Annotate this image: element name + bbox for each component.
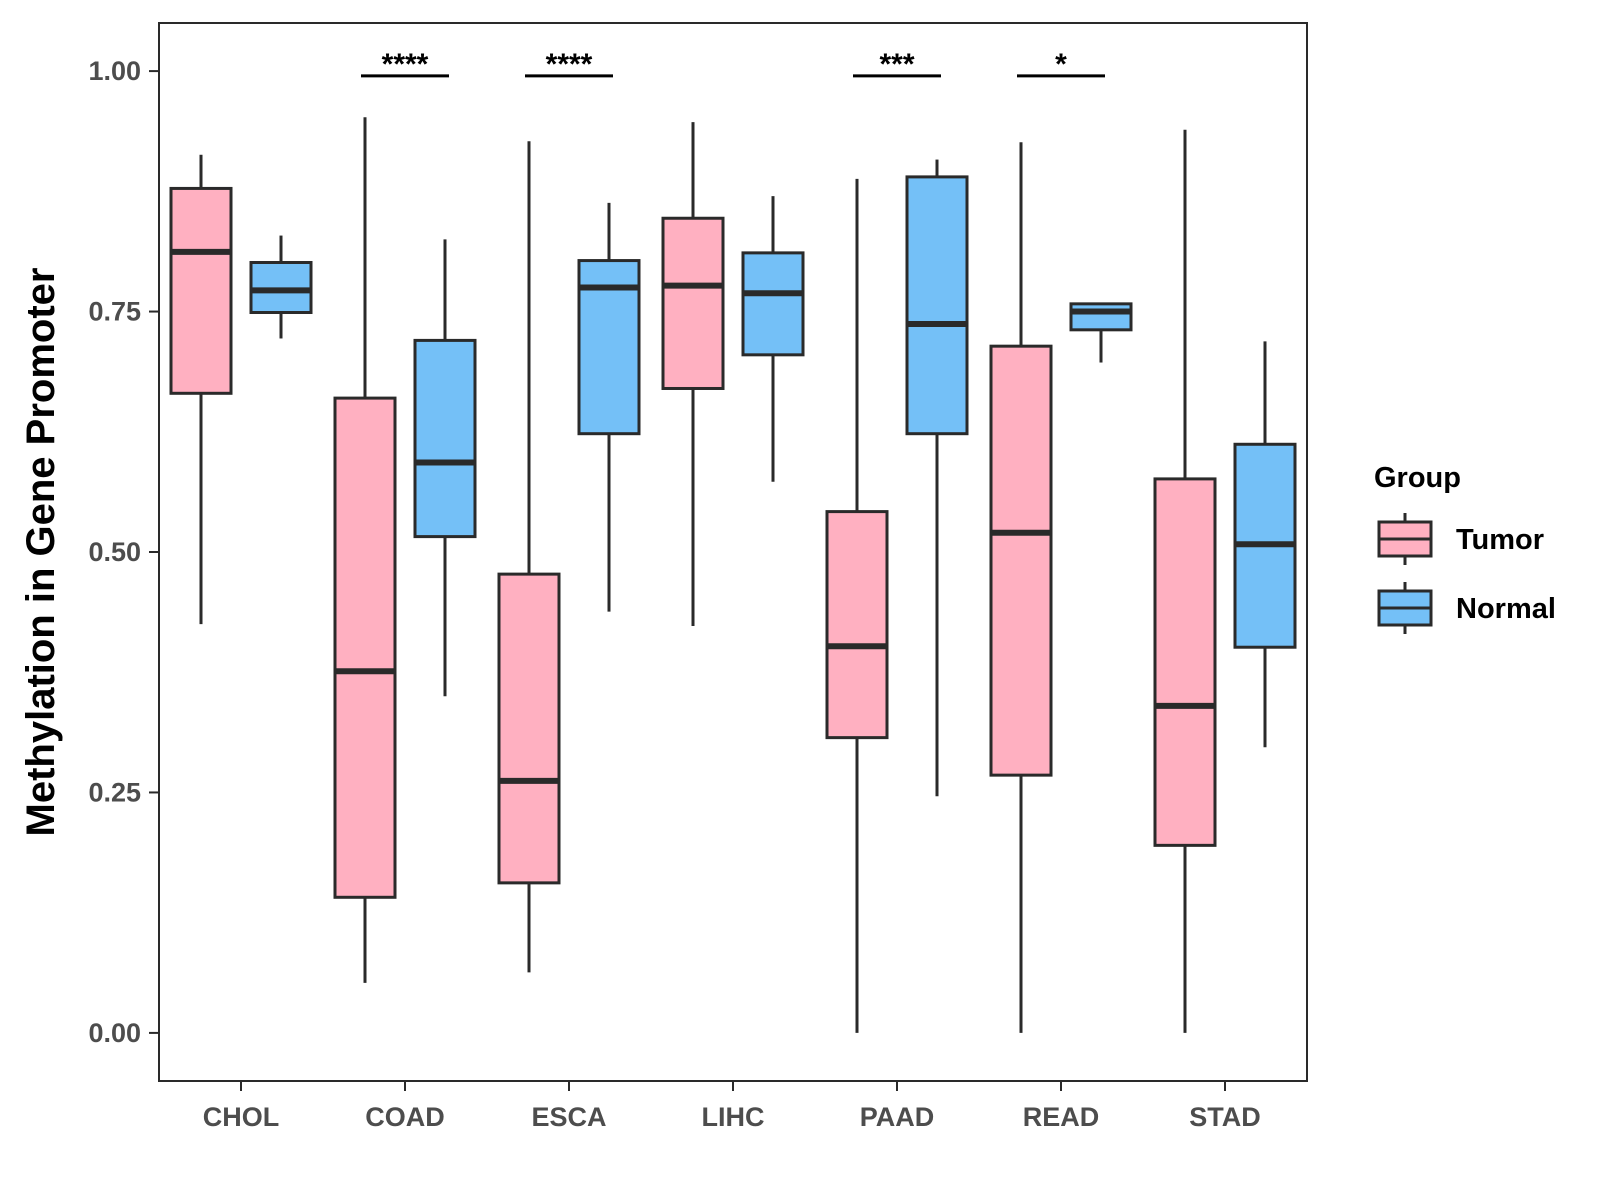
box-normal-esca [577, 202, 641, 612]
legend-label-tumor: Tumor [1456, 524, 1544, 556]
box-body [333, 396, 397, 899]
x-tick-label-coad: COAD [365, 1102, 445, 1132]
legend-title: Group [1374, 462, 1461, 494]
y-axis-title: Methylation in Gene Promoter [19, 268, 63, 837]
box-normal-lihc [741, 196, 805, 482]
box-tumor-stad [1153, 129, 1217, 1033]
plot-panel [158, 22, 1308, 1082]
box-tumor-lihc [661, 122, 725, 627]
box-body [1153, 477, 1217, 847]
y-tick-label: 0.75 [88, 297, 141, 327]
box-tumor-esca [497, 141, 561, 973]
y-axis: 0.00 0.25 0.50 0.75 1.00 [88, 56, 159, 1048]
box-body [825, 510, 889, 740]
box-body [169, 186, 233, 395]
box-tumor-coad [333, 117, 397, 983]
y-tick-label: 0.50 [88, 537, 141, 567]
x-axis: CHOL COAD ESCA LIHC PAAD READ STAD [203, 1081, 1261, 1132]
box-normal-read [1069, 302, 1133, 363]
legend: Group Tumor Normal [1374, 462, 1556, 634]
x-tick-label-lihc: LIHC [702, 1102, 765, 1132]
boxes-layer [169, 117, 1297, 1033]
box-body [989, 344, 1053, 777]
legend-item-tumor: Tumor [1377, 513, 1544, 565]
box-body [413, 338, 477, 539]
box-body [661, 216, 725, 390]
box-body [905, 175, 969, 436]
box-normal-paad [905, 159, 969, 797]
box-normal-stad [1233, 341, 1297, 748]
legend-label-normal: Normal [1456, 593, 1556, 625]
box-normal-coad [413, 239, 477, 697]
x-tick-label-read: READ [1023, 1102, 1100, 1132]
box-normal-chol [249, 235, 313, 339]
significance-layer: **** **** *** * [361, 48, 1105, 81]
x-tick-label-esca: ESCA [531, 1102, 606, 1132]
box-tumor-paad [825, 178, 889, 1033]
box-body [741, 251, 805, 357]
y-tick-label: 0.25 [88, 777, 141, 807]
box-tumor-chol [169, 154, 233, 625]
y-tick-label: 1.00 [88, 56, 141, 86]
significance-label: *** [879, 48, 914, 81]
significance-label: **** [546, 48, 593, 81]
box-tumor-read [989, 142, 1053, 1033]
box-body [497, 572, 561, 885]
significance-label: * [1055, 48, 1067, 81]
significance-label: **** [382, 48, 429, 81]
y-tick-label: 0.00 [88, 1018, 141, 1048]
legend-item-normal: Normal [1377, 582, 1556, 634]
x-tick-label-chol: CHOL [203, 1102, 280, 1132]
box-body [1069, 302, 1133, 332]
x-tick-label-stad: STAD [1189, 1102, 1261, 1132]
x-tick-label-paad: PAAD [860, 1102, 935, 1132]
